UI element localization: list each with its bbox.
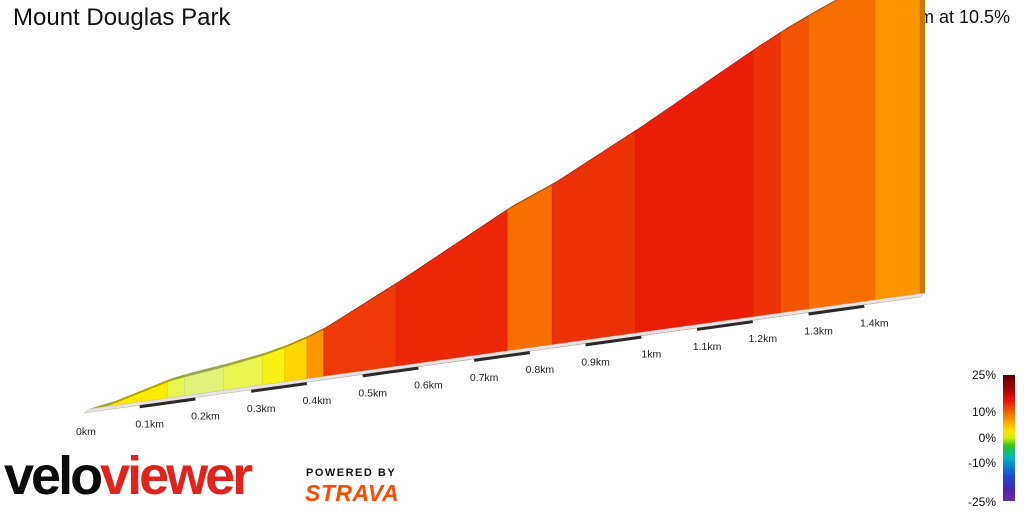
profile-segment-top [396,205,513,284]
profile-segment [323,283,397,381]
x-tick-label: 1km [641,349,661,361]
legend-label-25: 25% [971,368,996,382]
x-tick-label: 0.2km [191,411,220,423]
x-tick-label: 0km [76,426,96,438]
profile-segment-top [223,352,268,368]
baseline-band [139,397,196,409]
veloviewer-logo: veloviewer [4,446,253,506]
legend-label-minus-10: -10% [967,456,996,470]
legend-label-minus-25: -25% [967,495,996,509]
profile-segment [507,184,553,355]
x-tick-label: 0.3km [247,403,276,415]
profile-segment-top [507,180,558,210]
x-tick-label: 0.5km [358,387,387,399]
x-tick-label: 1.1km [693,341,722,353]
profile-segment [635,50,754,337]
baseline-band [473,351,531,362]
profile-segment-top [808,0,838,17]
profile-segment-top [184,363,229,378]
x-tick-label: 1.3km [804,325,833,337]
profile-segment-top [552,126,641,185]
profile-segment [808,0,876,313]
legend-label-0: 0% [978,431,996,445]
profile-segment [875,0,921,304]
x-tick-label: 0.7km [470,372,499,384]
x-tick-label: 0.1km [135,418,164,430]
profile-segment-top [167,373,190,382]
legend-label-10: 10% [971,405,996,419]
baseline-floor [83,292,926,414]
powered-by-label: POWERED BY [306,467,397,479]
profile-segment-top [635,46,758,131]
profile-top-ribbon [84,0,925,413]
baseline-band [362,366,419,378]
distance-tick-labels: 0km 0.1km 0.2km 0.3km 0.4km 0.5km 0.6km 0.7km 0.… [76,318,889,438]
profile-segment-top [306,325,329,339]
profile-segment-top [262,343,290,357]
strava-logo: STRAVA [305,480,400,506]
profile-segment-top [752,28,786,51]
baseline-band [696,320,754,331]
profile-segment [395,209,508,371]
baseline-band [250,382,308,393]
profile-segment-top [780,12,814,33]
profile-segment [551,130,637,349]
x-tick-label: 0.6km [414,380,443,392]
chart-title: Mount Douglas Park [13,4,231,31]
x-tick-label: 1.2km [749,333,778,345]
profile-segment [780,15,809,317]
gradient-color-scale [1003,375,1015,501]
profile-end-cap [920,0,925,297]
profile-segment-top [323,279,402,330]
profile-segment-top [284,334,312,348]
profile-segment [306,328,324,383]
x-tick-label: 1.4km [860,318,889,330]
baseline-band [808,304,865,316]
distance-baseline [83,292,926,414]
profile-segment [752,32,781,321]
x-tick-label: 0.9km [581,356,610,368]
x-tick-label: 0.4km [303,395,332,407]
x-tick-label: 0.8km [526,364,555,376]
profile-segment-top [111,377,173,405]
profile-segments [83,0,921,414]
baseline-band [585,335,642,347]
